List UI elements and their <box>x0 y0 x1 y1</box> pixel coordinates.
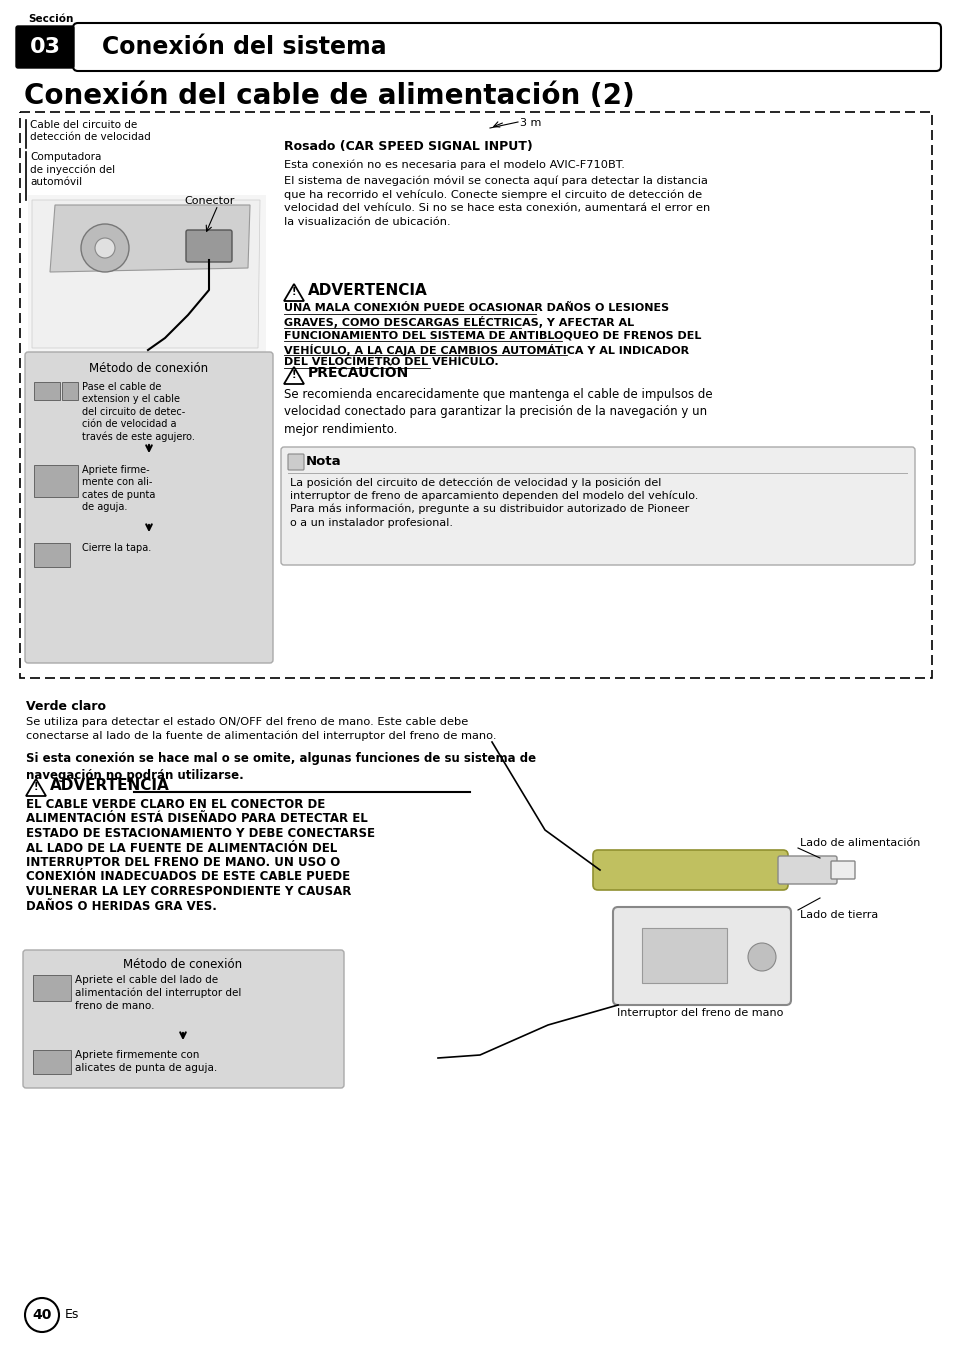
Circle shape <box>81 224 129 272</box>
Text: INTERRUPTOR DEL FRENO DE MANO. UN USO O: INTERRUPTOR DEL FRENO DE MANO. UN USO O <box>26 856 340 869</box>
FancyBboxPatch shape <box>186 230 232 262</box>
Bar <box>34 465 78 498</box>
Bar <box>62 383 78 400</box>
Text: Apriete el cable del lado de
alimentación del interruptor del
freno de mano.: Apriete el cable del lado de alimentació… <box>75 975 241 1011</box>
Text: 40: 40 <box>32 1307 51 1322</box>
Text: ADVERTENCIA: ADVERTENCIA <box>50 777 170 794</box>
Bar <box>20 112 931 677</box>
Text: Conexión del sistema: Conexión del sistema <box>102 35 386 59</box>
Text: Cable del circuito de
detección de velocidad: Cable del circuito de detección de veloc… <box>30 120 151 142</box>
Text: Conector: Conector <box>184 196 234 206</box>
Bar <box>34 383 60 400</box>
FancyBboxPatch shape <box>830 861 854 879</box>
Text: Nota: Nota <box>306 456 341 468</box>
FancyBboxPatch shape <box>16 26 74 68</box>
Text: Lado de tierra: Lado de tierra <box>800 910 878 919</box>
Bar <box>34 544 70 566</box>
Text: VULNERAR LA LEY CORRESPONDIENTE Y CAUSAR: VULNERAR LA LEY CORRESPONDIENTE Y CAUSAR <box>26 886 351 898</box>
Text: Verde claro: Verde claro <box>26 700 106 713</box>
Text: PRECAUCIÓN: PRECAUCIÓN <box>308 366 409 380</box>
Text: Método de conexión: Método de conexión <box>90 362 209 375</box>
Bar <box>28 195 266 353</box>
Polygon shape <box>50 206 250 272</box>
Text: Para más información, pregunte a su distribuidor autorizado de Pioneer: Para más información, pregunte a su dist… <box>290 504 688 515</box>
Text: Esta conexión no es necesaria para el modelo AVIC-F710BT.: Esta conexión no es necesaria para el mo… <box>284 160 624 170</box>
FancyBboxPatch shape <box>23 950 344 1088</box>
Text: Lado de alimentación: Lado de alimentación <box>800 838 920 848</box>
Text: FUNCIONAMIENTO DEL SISTEMA DE ANTIBLOQUEO DE FRENOS DEL: FUNCIONAMIENTO DEL SISTEMA DE ANTIBLOQUE… <box>284 330 700 339</box>
Text: UNA MALA CONEXIÓN PUEDE OCASIONAR DAÑOS O LESIONES: UNA MALA CONEXIÓN PUEDE OCASIONAR DAÑOS … <box>284 303 668 314</box>
Text: Apriete firmemente con
alicates de punta de aguja.: Apriete firmemente con alicates de punta… <box>75 1051 217 1072</box>
FancyBboxPatch shape <box>25 352 273 662</box>
Text: VEHÍCULO, A LA CAJA DE CAMBIOS AUTOMÁTICA Y AL INDICADOR: VEHÍCULO, A LA CAJA DE CAMBIOS AUTOMÁTIC… <box>284 343 688 356</box>
Text: Apriete firme-
mente con ali-
cates de punta
de aguja.: Apriete firme- mente con ali- cates de p… <box>82 465 155 512</box>
Text: o a un instalador profesional.: o a un instalador profesional. <box>290 518 453 527</box>
Text: GRAVES, COMO DESCARGAS ELÉCTRICAS, Y AFECTAR AL: GRAVES, COMO DESCARGAS ELÉCTRICAS, Y AFE… <box>284 316 634 329</box>
Text: Se recomienda encarecidamente que mantenga el cable de impulsos de
velocidad con: Se recomienda encarecidamente que manten… <box>284 388 712 435</box>
Text: ADVERTENCIA: ADVERTENCIA <box>308 283 427 297</box>
Text: Sección: Sección <box>28 14 73 24</box>
Bar <box>33 975 71 1000</box>
Circle shape <box>95 238 115 258</box>
Text: !: ! <box>292 370 296 380</box>
Text: Conexión del cable de alimentación (2): Conexión del cable de alimentación (2) <box>24 82 634 110</box>
Text: AL LADO DE LA FUENTE DE ALIMENTACIÓN DEL: AL LADO DE LA FUENTE DE ALIMENTACIÓN DEL <box>26 841 337 854</box>
Text: !: ! <box>292 287 296 297</box>
Text: CONEXIÓN INADECUADOS DE ESTE CABLE PUEDE: CONEXIÓN INADECUADOS DE ESTE CABLE PUEDE <box>26 871 350 883</box>
FancyBboxPatch shape <box>288 454 304 470</box>
FancyBboxPatch shape <box>778 856 836 884</box>
Text: ESTADO DE ESTACIONAMIENTO Y DEBE CONECTARSE: ESTADO DE ESTACIONAMIENTO Y DEBE CONECTA… <box>26 827 375 840</box>
Text: Si esta conexión se hace mal o se omite, algunas funciones de su sistema de
nave: Si esta conexión se hace mal o se omite,… <box>26 752 536 783</box>
Text: 03: 03 <box>30 37 60 57</box>
Text: 3 m: 3 m <box>519 118 540 128</box>
Text: ALIMENTACIÓN ESTÁ DISEÑADO PARA DETECTAR EL: ALIMENTACIÓN ESTÁ DISEÑADO PARA DETECTAR… <box>26 813 367 826</box>
Text: DAÑOS O HERIDAS GRA VES.: DAÑOS O HERIDAS GRA VES. <box>26 899 216 913</box>
Bar <box>33 1051 71 1073</box>
FancyBboxPatch shape <box>593 850 787 890</box>
Text: Es: Es <box>65 1309 79 1321</box>
Polygon shape <box>284 284 304 301</box>
Text: EL CABLE VERDE CLARO EN EL CONECTOR DE: EL CABLE VERDE CLARO EN EL CONECTOR DE <box>26 798 325 811</box>
FancyBboxPatch shape <box>73 23 940 72</box>
FancyBboxPatch shape <box>613 907 790 1005</box>
Text: Rosado (CAR SPEED SIGNAL INPUT): Rosado (CAR SPEED SIGNAL INPUT) <box>284 141 532 153</box>
Text: Se utiliza para detectar el estado ON/OFF del freno de mano. Este cable debe
con: Se utiliza para detectar el estado ON/OF… <box>26 717 496 741</box>
Text: Método de conexión: Método de conexión <box>123 959 242 971</box>
FancyBboxPatch shape <box>281 448 914 565</box>
Circle shape <box>25 1298 59 1332</box>
Polygon shape <box>26 779 46 796</box>
Text: Pase el cable de
extension y el cable
del circuito de detec-
ción de velocidad a: Pase el cable de extension y el cable de… <box>82 383 194 442</box>
Text: Cierre la tapa.: Cierre la tapa. <box>82 544 152 553</box>
Polygon shape <box>32 200 260 347</box>
Text: La posición del circuito de detección de velocidad y la posición del: La posición del circuito de detección de… <box>290 477 660 488</box>
Bar <box>641 927 726 983</box>
Text: !: ! <box>33 781 38 792</box>
Text: DEL VELOCÍMETRO DEL VEHÍCULO.: DEL VELOCÍMETRO DEL VEHÍCULO. <box>284 357 498 366</box>
Circle shape <box>747 942 775 971</box>
Text: El sistema de navegación móvil se conecta aquí para detectar la distancia
que ha: El sistema de navegación móvil se conect… <box>284 174 709 227</box>
Text: Interruptor del freno de mano: Interruptor del freno de mano <box>617 1009 782 1018</box>
Text: Computadora
de inyección del
automóvil: Computadora de inyección del automóvil <box>30 151 115 188</box>
Polygon shape <box>284 366 304 384</box>
Text: interruptor de freno de aparcamiento dependen del modelo del vehículo.: interruptor de freno de aparcamiento dep… <box>290 491 698 502</box>
